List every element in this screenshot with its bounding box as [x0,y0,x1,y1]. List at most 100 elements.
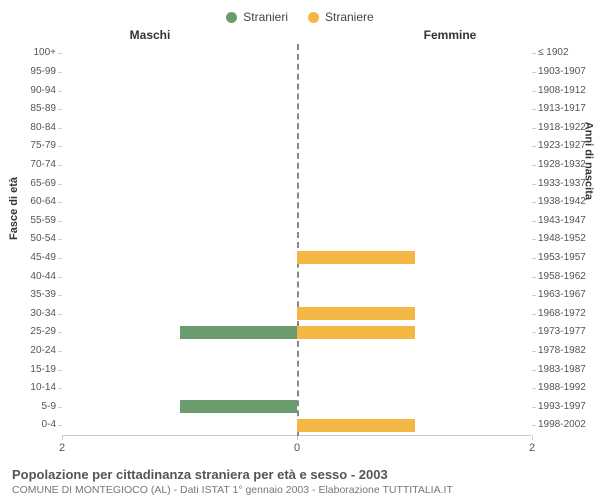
y-tick [532,53,536,54]
y-tick [532,425,536,426]
y-tick [532,258,536,259]
y-tick [532,370,536,371]
legend-item-male: Stranieri [226,10,288,24]
legend-label-female: Straniere [325,10,374,24]
population-pyramid-chart: Stranieri Straniere Maschi Femmine Fasce… [0,0,600,500]
y-label-birth: 1908-1912 [538,85,586,96]
y-tick [532,72,536,73]
x-tick-label: 0 [294,442,300,454]
chart-subtitle: COMUNE DI MONTEGIOCO (AL) - Dati ISTAT 1… [12,482,588,496]
y-label-birth: 1923-1927 [538,140,586,151]
y-tick [532,128,536,129]
y-label-birth: 1988-1992 [538,382,586,393]
y-tick [532,91,536,92]
y-label-age: 95-99 [30,66,56,77]
y-label-age: 45-49 [30,252,56,263]
header-female: Femmine [300,28,600,42]
y-tick [532,314,536,315]
y-tick [58,388,62,389]
y-label-age: 15-19 [30,364,56,375]
y-tick [58,425,62,426]
y-tick [532,202,536,203]
x-tick [532,436,533,440]
y-label-age: 90-94 [30,85,56,96]
y-label-birth: 1933-1937 [538,178,586,189]
x-tick [62,436,63,440]
y-label-age: 60-64 [30,196,56,207]
legend: Stranieri Straniere [0,0,600,28]
legend-label-male: Stranieri [243,10,288,24]
y-tick [58,128,62,129]
y-tick [58,53,62,54]
y-label-age: 70-74 [30,159,56,170]
bar-male [180,326,298,339]
chart-title: Popolazione per cittadinanza straniera p… [12,467,588,482]
y-tick [58,239,62,240]
y-label-birth: 1918-1922 [538,122,586,133]
y-tick [58,351,62,352]
y-tick [58,295,62,296]
y-tick [532,351,536,352]
y-label-age: 20-24 [30,345,56,356]
y-label-age: 75-79 [30,140,56,151]
caption-sub: COMUNE DI MONTEGIOCO (AL) - Dati ISTAT 1… [12,484,588,496]
y-tick [58,221,62,222]
y-tick [532,388,536,389]
y-label-age: 35-39 [30,289,56,300]
legend-swatch-female [308,12,319,23]
y-label-birth: 1983-1987 [538,364,586,375]
y-tick [532,146,536,147]
y-tick [58,146,62,147]
x-tick-label: 2 [529,442,535,454]
y-tick [58,314,62,315]
legend-swatch-male [226,12,237,23]
y-label-birth: 1903-1907 [538,66,586,77]
legend-item-female: Straniere [308,10,374,24]
y-label-age: 80-84 [30,122,56,133]
x-tick-label: 2 [59,442,65,454]
y-label-birth: 1948-1952 [538,233,586,244]
y-tick [58,202,62,203]
y-label-age: 0-4 [42,419,56,430]
y-label-birth: 1973-1977 [538,326,586,337]
y-label-age: 55-59 [30,215,56,226]
y-label-birth: 1998-2002 [538,419,586,430]
bar-female [297,326,415,339]
y-label-birth: 1913-1917 [538,103,586,114]
y-label-age: 65-69 [30,178,56,189]
y-label-age: 5-9 [42,401,56,412]
y-label-birth: 1963-1967 [538,289,586,300]
y-label-age: 10-14 [30,382,56,393]
y-tick [58,91,62,92]
y-tick [58,184,62,185]
y-axis-title-left: Fasce di età [8,177,20,240]
bar-male [180,400,298,413]
y-label-birth: 1938-1942 [538,196,586,207]
y-tick [58,72,62,73]
y-tick [532,184,536,185]
y-label-birth: 1978-1982 [538,345,586,356]
y-tick [58,407,62,408]
y-label-birth: 1993-1997 [538,401,586,412]
y-tick [532,221,536,222]
y-tick [58,332,62,333]
bar-female [297,419,415,432]
y-tick [532,239,536,240]
y-label-birth: 1943-1947 [538,215,586,226]
y-label-age: 100+ [33,47,56,58]
caption-title: Popolazione per cittadinanza straniera p… [12,467,588,482]
y-tick [532,165,536,166]
y-tick [58,109,62,110]
bar-female [297,251,415,264]
plot-area: 100+≤ 190295-991903-190790-941908-191285… [62,44,532,436]
y-label-age: 25-29 [30,326,56,337]
y-tick [532,407,536,408]
y-tick [532,295,536,296]
header-male: Maschi [0,28,300,42]
y-label-age: 40-44 [30,271,56,282]
bar-female [297,307,415,320]
y-tick [58,165,62,166]
y-tick [532,109,536,110]
x-tick [297,436,298,440]
y-tick [532,332,536,333]
